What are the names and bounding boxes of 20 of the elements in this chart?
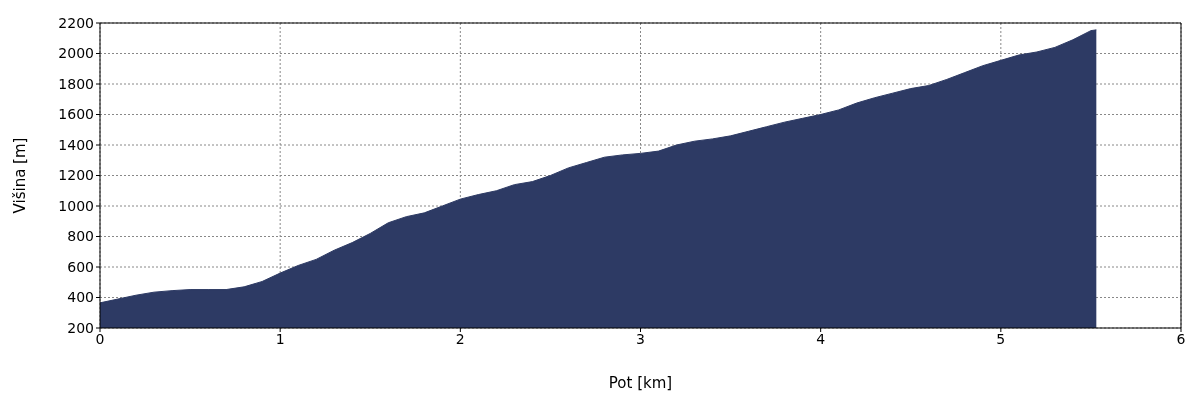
y-tick-label: 1800 (58, 75, 94, 92)
y-tick-label: 2000 (58, 45, 94, 62)
y-tick-label: 400 (67, 289, 94, 306)
x-tick-label: 2 (455, 330, 465, 347)
y-tick-label: 200 (67, 319, 94, 336)
x-tick-label: 0 (95, 330, 105, 347)
y-tick-label: 600 (67, 258, 94, 275)
x-tick-label: 4 (816, 330, 826, 347)
x-axis-title: Pot [km] (608, 374, 673, 392)
y-tick-label: 2200 (58, 14, 94, 31)
x-tick-label: 1 (275, 330, 285, 347)
y-tick-label: 800 (67, 228, 94, 245)
y-tick-label: 1400 (58, 136, 94, 153)
x-tick-label: 6 (1176, 330, 1186, 347)
y-tick-label: 1000 (58, 197, 94, 214)
x-tick-label: 3 (636, 330, 645, 347)
y-tick-label: 1600 (58, 106, 94, 123)
y-tick-label: 1200 (58, 167, 94, 184)
y-axis-title: Višina [m] (11, 137, 30, 214)
x-tick-label: 5 (996, 330, 1006, 347)
